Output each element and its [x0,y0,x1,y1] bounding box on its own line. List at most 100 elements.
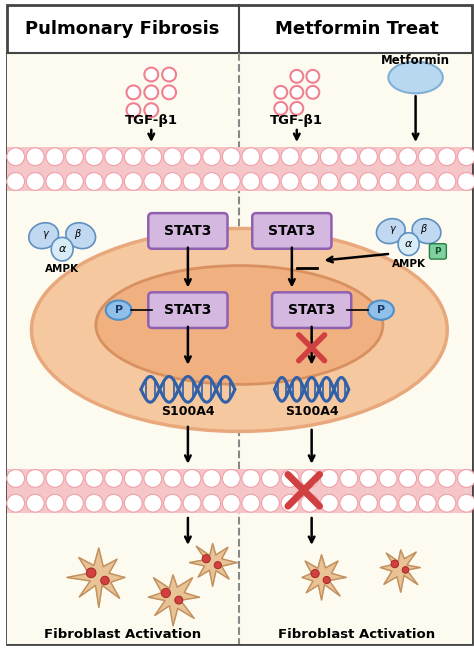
Text: β: β [420,225,427,234]
Circle shape [100,576,109,585]
Circle shape [281,148,299,165]
Circle shape [242,173,260,190]
Text: STAT3: STAT3 [288,303,335,317]
Circle shape [105,173,123,190]
Circle shape [164,148,182,165]
Circle shape [144,469,162,487]
Circle shape [281,173,299,190]
Circle shape [379,495,397,512]
FancyBboxPatch shape [148,213,228,249]
Circle shape [291,102,303,115]
Polygon shape [190,544,237,586]
Circle shape [262,495,279,512]
Circle shape [281,495,299,512]
Circle shape [183,148,201,165]
Circle shape [127,103,140,117]
Text: Pulmonary Fibrosis: Pulmonary Fibrosis [25,20,219,38]
Circle shape [144,173,162,190]
Ellipse shape [29,223,58,249]
Circle shape [360,469,377,487]
Text: AMPK: AMPK [45,264,79,275]
FancyBboxPatch shape [148,292,228,328]
Circle shape [183,469,201,487]
Circle shape [311,569,319,578]
Circle shape [27,469,44,487]
Circle shape [86,568,96,578]
Circle shape [164,469,182,487]
Circle shape [161,589,171,598]
Circle shape [457,148,474,165]
Text: γ: γ [43,229,48,239]
Text: Fibroblast Activation: Fibroblast Activation [278,628,435,641]
Circle shape [340,469,358,487]
FancyBboxPatch shape [252,213,331,249]
Circle shape [7,469,25,487]
Circle shape [65,495,83,512]
Circle shape [203,148,220,165]
Circle shape [320,469,338,487]
Circle shape [242,495,260,512]
Ellipse shape [368,300,394,320]
Circle shape [85,495,103,512]
Circle shape [105,148,123,165]
Circle shape [222,469,240,487]
Circle shape [340,148,358,165]
Circle shape [222,173,240,190]
Ellipse shape [388,62,443,93]
Polygon shape [302,555,346,600]
Circle shape [203,495,220,512]
Bar [7,147,472,191]
Text: Metformin: Metformin [381,54,450,67]
Circle shape [124,173,142,190]
Circle shape [438,469,456,487]
Circle shape [242,148,260,165]
Circle shape [65,469,83,487]
Circle shape [65,173,83,190]
Circle shape [85,173,103,190]
Circle shape [360,173,377,190]
Circle shape [124,148,142,165]
Circle shape [242,469,260,487]
Text: Metformin Treat: Metformin Treat [275,20,438,38]
Circle shape [438,495,456,512]
Text: P: P [377,305,385,315]
Circle shape [262,469,279,487]
Circle shape [164,495,182,512]
Text: STAT3: STAT3 [164,303,211,317]
Text: γ: γ [390,225,395,234]
Circle shape [222,495,240,512]
Circle shape [323,576,330,583]
Circle shape [291,86,303,99]
Circle shape [262,148,279,165]
Circle shape [320,148,338,165]
Ellipse shape [66,223,96,249]
Circle shape [164,173,182,190]
Circle shape [144,495,162,512]
Circle shape [124,495,142,512]
Circle shape [438,173,456,190]
Text: S100A4: S100A4 [161,404,215,417]
Circle shape [399,173,417,190]
Circle shape [46,173,64,190]
Circle shape [438,148,456,165]
Circle shape [379,173,397,190]
Circle shape [183,173,201,190]
Ellipse shape [376,219,405,243]
Circle shape [27,148,44,165]
Circle shape [203,469,220,487]
Circle shape [457,469,474,487]
FancyBboxPatch shape [272,292,351,328]
Circle shape [46,148,64,165]
Text: AMPK: AMPK [392,258,426,269]
FancyBboxPatch shape [429,244,447,259]
Circle shape [340,173,358,190]
Circle shape [175,596,183,604]
Ellipse shape [398,233,419,256]
Text: α: α [58,244,66,254]
Circle shape [399,495,417,512]
Circle shape [145,103,158,117]
Circle shape [291,70,303,83]
Circle shape [105,495,123,512]
Circle shape [320,173,338,190]
Text: STAT3: STAT3 [268,224,316,238]
